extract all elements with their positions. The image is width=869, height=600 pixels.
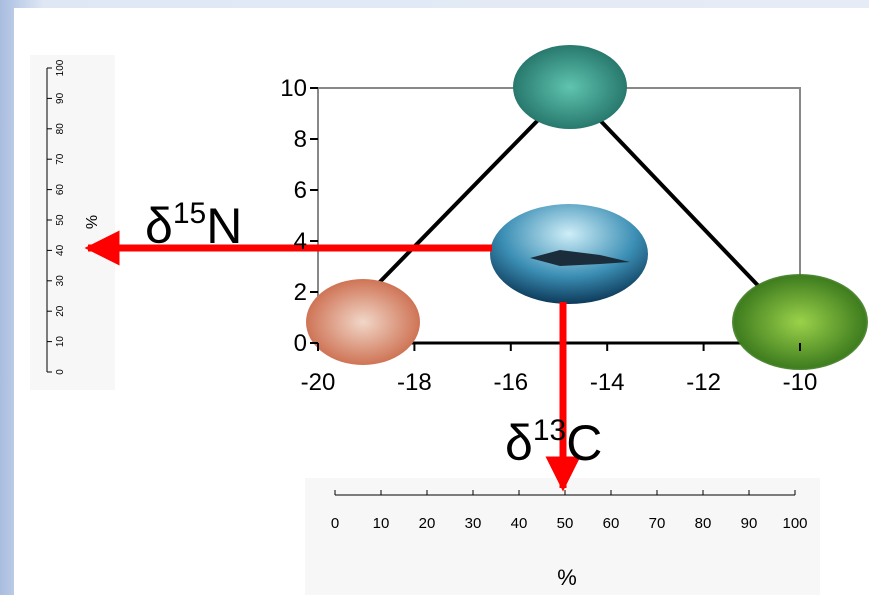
percent-label: %: [84, 215, 101, 229]
percent-tick-label: 60: [55, 184, 66, 196]
percent-tick-label: 0: [55, 369, 66, 375]
x-tick-label: -10: [783, 369, 818, 396]
percent-tick-label: 20: [419, 515, 436, 532]
percent-tick-label: 40: [55, 244, 66, 256]
slide: δ15N δ13C % % -20-18-16-14-12-1002468100…: [0, 0, 869, 595]
algae-image: [732, 274, 868, 370]
percent-tick-label: 20: [55, 305, 66, 317]
element: C: [566, 415, 602, 471]
x-tick-label: -18: [397, 369, 432, 396]
shrimp-image: [306, 279, 420, 365]
percent-tick-label: 70: [649, 515, 666, 532]
percent-tick-label: 10: [373, 515, 390, 532]
element: N: [206, 198, 242, 254]
percent-tick-label: 70: [55, 153, 66, 165]
y-tick-label: 2: [294, 279, 307, 306]
percent-tick-label: 40: [511, 515, 528, 532]
fish-school-image: [513, 45, 627, 129]
percent-tick-label: 30: [465, 515, 482, 532]
symbol: δ: [145, 198, 173, 254]
percent-tick-label: 90: [55, 92, 66, 104]
y-tick-label: 6: [294, 177, 307, 204]
percent-tick-label: 80: [695, 515, 712, 532]
y-tick-label: 8: [294, 126, 307, 153]
superscript: 13: [533, 414, 566, 447]
percent-tick-label: 60: [603, 515, 620, 532]
x-tick-label: -16: [493, 369, 528, 396]
percent-tick-label: 30: [55, 275, 66, 287]
y-tick-label: 4: [294, 228, 307, 255]
percent-tick-label: 50: [557, 515, 574, 532]
percent-tick-label: 80: [55, 123, 66, 135]
percent-tick-label: 100: [55, 59, 66, 76]
percent-tick-label: 90: [741, 515, 758, 532]
y-tick-label: 0: [294, 330, 307, 357]
percent-label: %: [557, 565, 577, 590]
percent-tick-label: 100: [782, 515, 807, 532]
percent-tick-label: 0: [331, 515, 339, 532]
x-tick-label: -14: [590, 369, 625, 396]
percent-tick-label: 50: [55, 214, 66, 226]
superscript: 15: [173, 197, 206, 230]
symbol: δ: [505, 415, 533, 471]
percent-tick-label: 10: [55, 336, 66, 348]
x-tick-label: -20: [301, 369, 336, 396]
percent-panel: [30, 55, 115, 390]
y-tick-label: 10: [280, 75, 307, 102]
x-tick-label: -12: [686, 369, 721, 396]
